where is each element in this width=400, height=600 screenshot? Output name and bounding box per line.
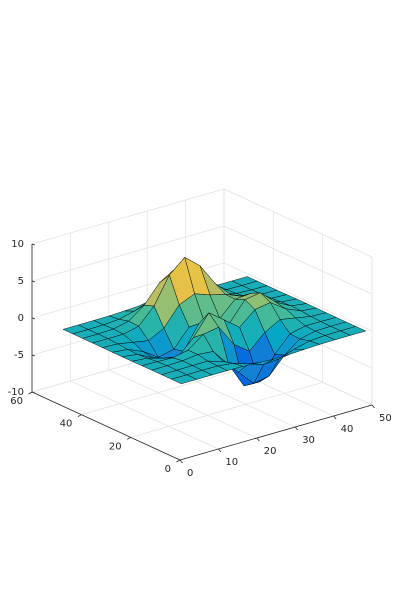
- x-tick: [179, 459, 183, 464]
- x-tick: [256, 437, 260, 442]
- z-tick: [31, 280, 36, 283]
- grid-line: [223, 225, 373, 295]
- y-tick-label: 40: [60, 419, 73, 430]
- x-tick: [371, 404, 375, 409]
- x-tick-label: 30: [302, 435, 315, 446]
- z-tick: [31, 243, 36, 246]
- z-tick-label: -10: [8, 387, 24, 398]
- y-tick-label: 0: [165, 464, 171, 475]
- grid-line: [70, 380, 219, 450]
- x-tick: [218, 448, 222, 453]
- x-tick-label: 40: [341, 424, 354, 435]
- z-tick: [31, 354, 36, 357]
- axes: 0 10 20 30 40 50 0 20 40 60-10 -5 0 5 10: [8, 239, 392, 479]
- grid-line: [223, 188, 373, 258]
- grid-line: [108, 369, 257, 439]
- x-tick-label: 0: [187, 468, 193, 479]
- y-tick-label: 60: [10, 396, 23, 407]
- x-tick: [294, 426, 299, 431]
- surface-patch: [171, 374, 197, 384]
- x-tick-label: 20: [264, 446, 277, 457]
- z-tick-label: 5: [18, 276, 24, 287]
- surface: [62, 257, 366, 387]
- x-tick: [333, 415, 337, 420]
- grid-line: [223, 262, 373, 332]
- y-tick: [28, 391, 33, 395]
- x-tick-label: 50: [379, 413, 392, 424]
- grid-line: [130, 381, 323, 438]
- y-tick: [77, 414, 82, 418]
- x-axis: [179, 404, 373, 461]
- z-tick-label: 10: [11, 239, 24, 250]
- y-axis: [31, 391, 181, 461]
- y-tick-label: 20: [109, 441, 122, 452]
- z-tick-label: -5: [14, 350, 24, 361]
- grid-line: [31, 188, 225, 245]
- y-tick: [126, 436, 131, 440]
- x-tick-label: 10: [225, 457, 238, 468]
- grid-line: [31, 225, 225, 282]
- z-tick-label: 0: [18, 313, 24, 324]
- y-tick: [176, 459, 181, 463]
- z-tick: [31, 317, 36, 320]
